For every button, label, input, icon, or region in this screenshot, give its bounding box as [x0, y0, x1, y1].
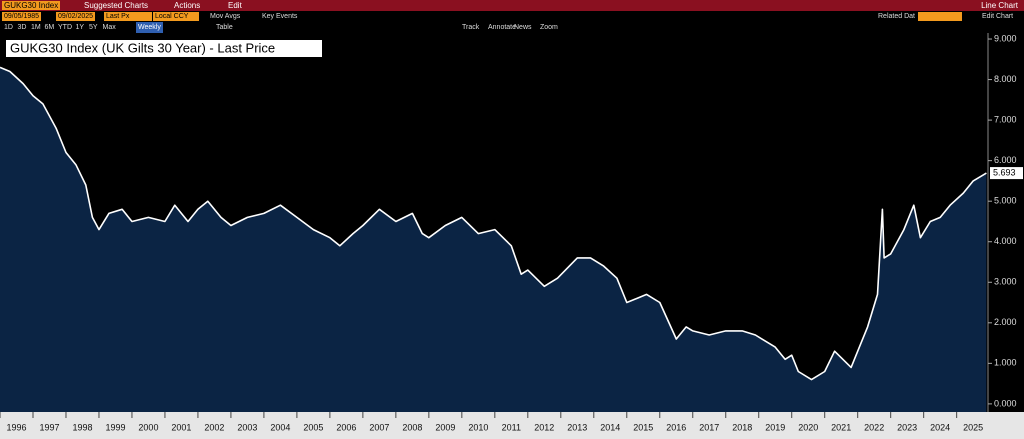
start-date[interactable]: 09/05/1985: [2, 12, 42, 21]
x-tick-label: 2013: [567, 422, 587, 432]
range-button[interactable]: 3D: [17, 24, 27, 31]
chart-tool[interactable]: Track: [462, 24, 480, 31]
x-tick-label: 2005: [303, 422, 323, 432]
table-button[interactable]: Table: [216, 24, 233, 31]
chart: 0.000 1.000 2.000 3.000 4.000 5.000 6.000 7.000…: [0, 33, 1024, 439]
chart-tool[interactable]: News: [514, 24, 532, 31]
mov-avgs[interactable]: Mov Avgs: [210, 13, 241, 20]
x-tick-label: 2001: [171, 422, 191, 432]
title-box: [6, 40, 322, 57]
x-tick-label: 2017: [699, 422, 719, 432]
x-tick-label: 2021: [831, 422, 851, 432]
security-field[interactable]: GUKG30 Index: [2, 1, 61, 10]
range-button[interactable]: 6M: [44, 24, 55, 31]
y-tick-label: 0.000: [994, 398, 1017, 408]
range-button[interactable]: 1Y: [75, 24, 85, 31]
related: Related Dat: [878, 13, 915, 20]
range-bar: 1D 3D 1M 6M YTD 1Y 5Y Max Weekly Table Track Annota…: [0, 22, 1024, 33]
x-tick-label: 1999: [105, 422, 125, 432]
key-events[interactable]: Key Events: [262, 13, 298, 20]
x-tick-label: 2019: [765, 422, 785, 432]
x-tick-label: 1998: [72, 422, 92, 432]
x-tick-label: 2007: [369, 422, 389, 432]
currency[interactable]: Local CCY: [153, 12, 199, 21]
x-tick-label: 2022: [864, 422, 884, 432]
frequency[interactable]: Weekly: [136, 22, 163, 33]
related-field[interactable]: [918, 12, 962, 21]
area: [0, 67, 987, 413]
x-tick-label: 2015: [633, 422, 653, 432]
chart-tool[interactable]: Zoom: [540, 24, 558, 31]
x-tick-label: 2004: [270, 422, 290, 432]
x-tick-label: 2002: [204, 422, 224, 432]
y-tick-label: 7.000: [994, 114, 1017, 124]
top-bar: GUKG30 Index Suggested Charts Actions Ed…: [0, 0, 1024, 11]
x-tick-label: 2016: [666, 422, 686, 432]
edit-chart[interactable]: Edit Chart: [982, 13, 1014, 20]
x-tick-label: 2014: [600, 422, 620, 432]
x-tick-label: 2011: [502, 422, 521, 432]
y-tick-label: 3.000: [994, 277, 1017, 287]
x-tick-label: 2010: [468, 422, 488, 432]
y-tick-label: 8.000: [994, 74, 1017, 84]
x-tick-label: 2003: [237, 422, 257, 432]
range-button[interactable]: YTD: [58, 24, 72, 31]
x-tick-label: 1997: [39, 422, 59, 432]
y-tick-label: 1.000: [994, 358, 1017, 368]
y-tick-label: 5.000: [994, 196, 1017, 206]
last-price-label: 5.693: [993, 167, 1016, 177]
menu-edit[interactable]: Edit: [228, 1, 242, 10]
chart-title: GUKG30 Index (UK Gilts 30 Year) - Last P…: [10, 40, 275, 55]
x-tick-label: 2018: [732, 422, 752, 432]
y-tick-label: 4.000: [994, 236, 1017, 246]
x-tick-label: 2024: [930, 422, 950, 432]
x-tick-label: 2012: [534, 422, 554, 432]
settings-bar: 09/05/1985 09/02/2025 Last Px Local CCY …: [0, 11, 1024, 22]
y-tick-label: 2.000: [994, 317, 1017, 327]
x-tick-label: 2023: [897, 422, 917, 432]
y-tick-label: 9.000: [994, 33, 1017, 43]
x-tick-label: 2020: [798, 422, 818, 432]
x-tick-label: 2025: [963, 422, 983, 432]
price-line: [0, 66, 987, 381]
last-price-box: [990, 167, 1023, 180]
menu-actions[interactable]: Actions: [174, 1, 201, 10]
chart-type: Line Chart: [981, 1, 1018, 10]
range-button[interactable]: 1M: [31, 24, 41, 31]
end-date[interactable]: 09/02/2025: [56, 12, 96, 21]
range-button[interactable]: 1D: [4, 24, 13, 31]
x-tick-label: 2008: [402, 422, 422, 432]
x-tick-label: 1996: [6, 422, 26, 432]
x-tick-label: 2006: [336, 422, 356, 432]
x-axis-band: [0, 412, 1024, 439]
chart-tool[interactable]: Annotate: [488, 24, 517, 31]
menu-suggested[interactable]: Suggested Charts: [84, 1, 149, 10]
y-tick-label: 6.000: [994, 155, 1017, 165]
field[interactable]: Last Px: [104, 12, 152, 21]
range-button[interactable]: 5Y: [89, 24, 98, 31]
x-tick-label: 2009: [435, 422, 455, 432]
x-tick-label: 2000: [138, 422, 158, 432]
range-button[interactable]: Max: [102, 24, 116, 31]
